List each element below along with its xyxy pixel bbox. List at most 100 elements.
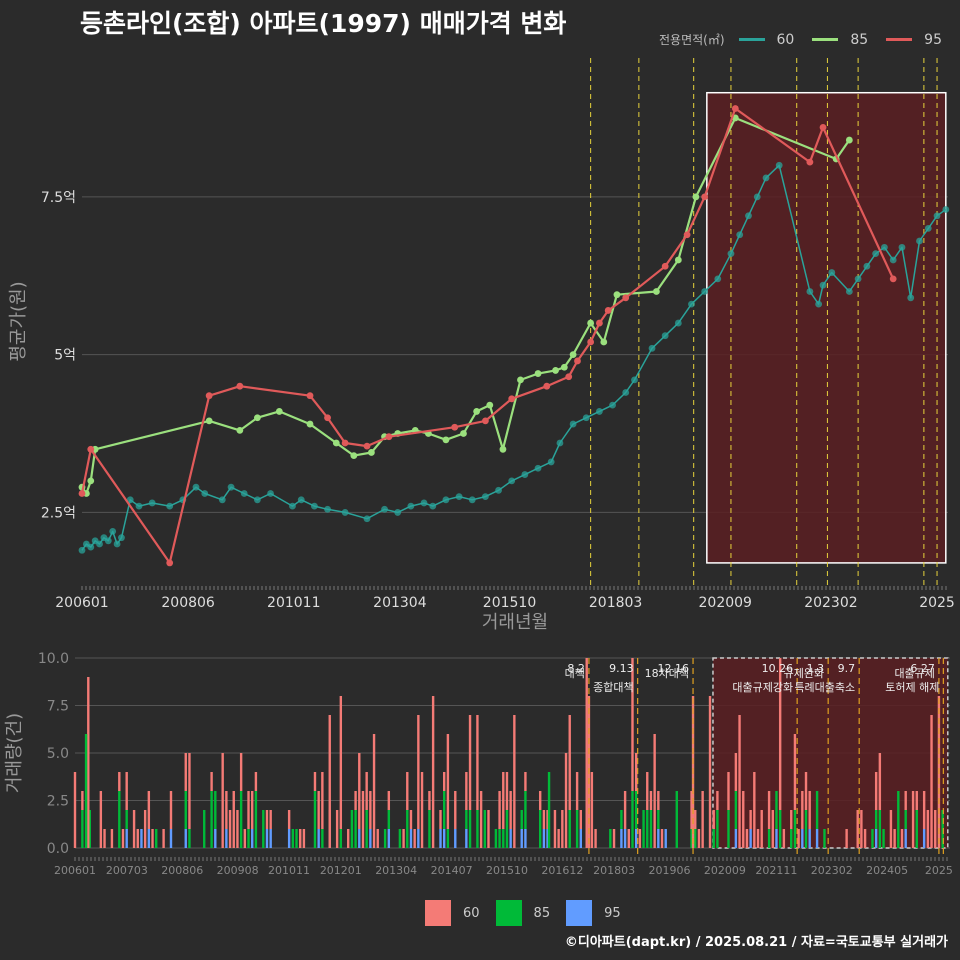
volume-bar-85 (631, 791, 634, 848)
volume-bar-60 (553, 810, 557, 848)
volume-bar-85 (804, 810, 808, 848)
volume-bar-60 (778, 658, 782, 810)
volume-y-tick-4: 10.0 (38, 651, 69, 667)
volume-bar-85 (262, 810, 265, 848)
series-point-95 (78, 490, 86, 497)
series-point-85 (473, 408, 481, 415)
series-point-60 (569, 420, 577, 428)
volume-bar-60 (922, 791, 926, 829)
volume-bar-60 (476, 715, 479, 810)
volume-bar-60 (439, 810, 442, 829)
volume-bar-60 (387, 791, 391, 810)
volume-bar-95 (454, 829, 457, 848)
volume-bar-85 (634, 791, 638, 829)
volume-bar-60 (321, 772, 324, 829)
volume-bar-85 (313, 791, 317, 848)
series-point-95 (596, 319, 603, 327)
volume-bar-95 (269, 829, 272, 848)
volume-bar-60 (125, 772, 128, 810)
volume-bar-85 (575, 810, 579, 848)
volume-bar-60 (701, 791, 704, 848)
series-point-95 (205, 392, 213, 400)
series-point-95 (604, 307, 612, 314)
volume-x-tick-6: 201304 (375, 864, 417, 877)
volume-x-tick-1: 200703 (106, 864, 148, 877)
volume-bar-60 (361, 791, 365, 848)
volume-bar-95 (442, 829, 446, 848)
volume-bar-60 (756, 829, 760, 848)
volume-bar-60 (538, 791, 542, 810)
price-y-tick-0: 2.5억 (41, 505, 76, 521)
volume-highlight-box (712, 657, 949, 849)
policy-name-label-1: 종합대책 (593, 681, 633, 694)
volume-bar-60 (509, 791, 512, 829)
series-point-85 (692, 193, 700, 201)
series-point-95 (324, 414, 331, 422)
volume-bar-95 (225, 829, 228, 848)
series-point-60 (916, 237, 923, 245)
volume-bar-85 (383, 829, 387, 848)
series-point-60 (363, 515, 371, 523)
volume-bar-85 (365, 810, 368, 848)
volume-legend-label-85: 85 (533, 905, 551, 921)
volume-bar-95 (214, 829, 217, 848)
volume-bar-85 (354, 810, 357, 848)
volume-bar-85 (321, 829, 324, 848)
legend-label-95: 95 (924, 31, 942, 48)
series-point-60 (889, 256, 897, 264)
volume-bar-95 (251, 829, 254, 848)
volume-bar-60 (317, 791, 320, 829)
volume-y-tick-1: 2.5 (47, 794, 69, 810)
series-point-95 (482, 417, 489, 425)
volume-x-tick-11: 201906 (649, 864, 691, 877)
series-point-60 (508, 477, 516, 485)
volume-bar-95 (801, 829, 804, 848)
series-point-60 (96, 540, 103, 548)
price-highlight-box (706, 91, 947, 564)
volume-bar-60 (287, 810, 291, 829)
volume-y-tick-2: 5.0 (47, 746, 69, 762)
volume-x-tick-4: 201011 (268, 864, 310, 877)
volume-bar-60 (708, 696, 712, 848)
volume-bar-85 (210, 791, 213, 848)
series-point-60 (806, 288, 814, 295)
volume-bar-peak-6 (547, 772, 551, 848)
volume-bar-60 (479, 791, 483, 848)
volume-bar-85 (727, 810, 730, 848)
volume-bar-85 (874, 810, 878, 829)
series-point-60 (924, 225, 932, 232)
volume-bar-95 (749, 829, 752, 848)
volume-bar-95 (542, 829, 546, 848)
volume-bar-60 (110, 829, 114, 848)
series-point-60 (648, 344, 656, 352)
volume-bar-60 (442, 772, 446, 791)
policy-date-label-4: 1.3 (807, 662, 825, 675)
volume-bar-60 (446, 734, 450, 829)
volume-bar-60 (188, 753, 191, 829)
volume-bar-85 (118, 791, 121, 848)
volume-x-tick-16: 2025 (925, 864, 953, 877)
volume-bar-60 (372, 734, 376, 848)
series-point-95 (683, 231, 691, 239)
series-point-60 (148, 499, 156, 507)
volume-bar-60 (254, 772, 258, 791)
volume-x-tick-12: 202009 (704, 864, 746, 877)
volume-bar-60 (225, 791, 228, 829)
volume-bar-60 (99, 791, 103, 848)
volume-bar-95 (358, 829, 361, 848)
volume-bar-95 (904, 829, 907, 848)
volume-y-axis-label: 거래량(건) (4, 713, 25, 793)
series-point-85 (460, 430, 467, 437)
volume-bar-85 (254, 791, 258, 848)
volume-bar-85 (568, 810, 571, 848)
volume-bar-60 (524, 772, 527, 791)
volume-bar-95 (524, 829, 527, 848)
volume-bar-60 (162, 829, 165, 848)
series-point-60 (714, 275, 722, 283)
series-point-60 (227, 483, 235, 491)
series-point-60 (482, 493, 489, 501)
series-point-85 (600, 338, 608, 346)
volume-y-tick-3: 7.5 (47, 699, 69, 715)
series-point-60 (881, 243, 888, 251)
volume-bar-60 (365, 772, 368, 810)
